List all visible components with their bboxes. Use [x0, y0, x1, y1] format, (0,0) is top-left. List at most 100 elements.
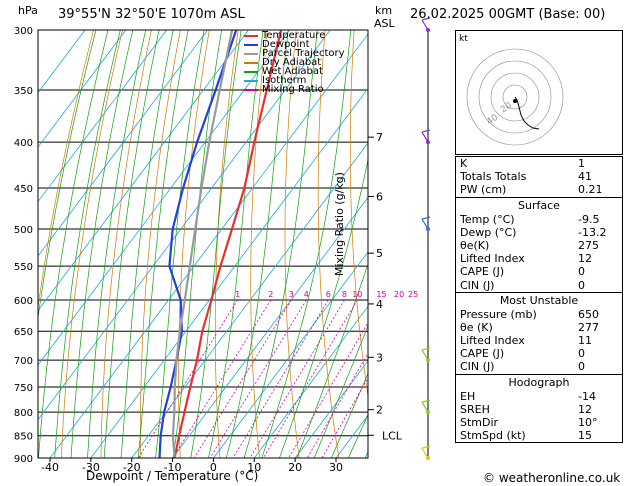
pressure-tick-label: 700 — [14, 356, 33, 367]
hodograph-row: SREH 12 — [456, 403, 622, 416]
surface-value: -13.2 — [578, 225, 607, 239]
pressure-tick-label: 850 — [14, 432, 33, 443]
wet-adiabat — [279, 157, 368, 458]
indices-table: K 1 Totals Totals 41 PW (cm) 0.21 Surface Tem… — [455, 156, 623, 444]
pressure-tick-label: 350 — [14, 86, 33, 97]
pressure-tick-label: 800 — [14, 408, 33, 419]
surface-row: Dewp (°C) -13.2 — [456, 226, 622, 239]
series-dewpoint — [158, 30, 238, 458]
wet-adiabat — [208, 30, 264, 458]
hodograph-label: StmSpd (kt) — [460, 429, 526, 443]
x-axis-label: Dewpoint / Temperature (°C) — [86, 469, 259, 483]
mixing-ratio-line — [306, 352, 368, 458]
wet-adiabat — [261, 30, 352, 458]
hodograph-ring — [502, 84, 528, 110]
legend-entry: Temperature — [244, 31, 345, 41]
index-row: PW (cm) 0.21 — [456, 183, 622, 196]
wet-adiabat — [155, 30, 205, 458]
pressure-tick-label: 500 — [14, 225, 33, 236]
isotherm-line — [131, 142, 368, 458]
copyright: © weatheronline.co.uk — [483, 471, 621, 485]
wet-adiabat — [137, 30, 189, 458]
mixing-ratio-line — [137, 299, 239, 458]
wind-barb — [421, 218, 429, 230]
wind-barb-flag — [421, 129, 431, 133]
dry-adiabat — [317, 30, 340, 458]
legend-entry: Mixing Ratio — [244, 85, 345, 95]
surface-row: θe(K) 275 — [456, 239, 622, 252]
legend-swatch — [244, 61, 258, 64]
most-unstable-label: CAPE (J) — [460, 347, 505, 361]
dry-adiabat — [214, 30, 239, 458]
dry-adiabat — [412, 30, 458, 458]
x-tick-label: 0 — [210, 461, 217, 474]
most-unstable-row: Lifted Index 11 — [456, 334, 622, 347]
dry-adiabat — [349, 30, 368, 399]
mixing-ratio-label: 3 — [289, 290, 294, 299]
index-value: 0.21 — [578, 183, 603, 197]
legend-entry: Isotherm — [244, 76, 345, 86]
pressure-tick-label: 450 — [14, 184, 33, 195]
most-unstable-value: 0 — [578, 360, 585, 374]
x-tick-label: 30 — [329, 461, 343, 474]
surface-section: Surface Temp (°C) -9.5 Dewp (°C) -13.2 θe(K)… — [456, 196, 622, 292]
surface-row: Lifted Index 12 — [456, 252, 622, 265]
km-tick-label: 4 — [376, 298, 383, 311]
surface-row: CAPE (J) 0 — [456, 265, 622, 278]
hodograph-value: 15 — [578, 429, 592, 443]
legend-swatch — [244, 88, 258, 91]
x-tick-label: -20 — [123, 461, 141, 474]
hodograph-value: -14 — [578, 389, 596, 403]
chart-legend: Temperature Dewpoint Parcel Trajectory Dry … — [244, 31, 345, 95]
surface-label: CAPE (J) — [460, 265, 505, 279]
legend-swatch — [244, 34, 258, 37]
wet-adiabat — [87, 30, 147, 458]
dry-adiabat — [38, 30, 94, 310]
mixing-ratio-label: 6 — [326, 290, 331, 299]
hodograph-value: 12 — [578, 402, 592, 416]
isotherm-line — [38, 30, 208, 257]
dry-adiabat — [250, 30, 268, 458]
wet-adiabat — [296, 262, 368, 458]
hpa-label: hPa — [18, 4, 38, 17]
x-tick-label: -40 — [41, 461, 59, 474]
hodograph-storm-motion — [513, 99, 517, 103]
mixing-ratio-label: 2 — [268, 290, 273, 299]
km-tick-label: 6 — [376, 191, 383, 204]
surface-value: -9.5 — [578, 212, 600, 226]
pressure-tick-label: 600 — [14, 296, 33, 307]
x-tick-label: -30 — [82, 461, 100, 474]
x-tick-label: 10 — [247, 461, 261, 474]
hodograph-ring — [490, 72, 540, 122]
mixing-ratio-line — [172, 299, 272, 458]
wet-adiabat — [103, 30, 160, 458]
km-label: km — [375, 4, 393, 17]
dry-adiabat — [140, 30, 181, 458]
mixing-ratio-label: 8 — [342, 290, 347, 299]
mixing-ratio-label: 4 — [304, 290, 309, 299]
dry-adiabat — [61, 30, 123, 458]
hodograph-ring — [478, 60, 552, 134]
index-value: 1 — [578, 157, 585, 170]
legend-entry: Parcel Trajectory — [244, 49, 345, 59]
surface-label: CIN (J) — [460, 278, 495, 292]
hodograph-trace — [514, 96, 540, 130]
legend-swatch — [244, 52, 258, 55]
isotherm-line — [38, 30, 331, 421]
index-label: K — [460, 157, 468, 170]
isotherm-line — [253, 305, 368, 458]
wind-barb — [421, 401, 429, 413]
legend-swatch — [244, 70, 258, 73]
km-tick-label: 2 — [376, 404, 383, 417]
legend-swatch — [244, 79, 258, 82]
wet-adiabat — [313, 324, 368, 458]
legend-label: Wet Adiabat — [262, 66, 323, 77]
mixing-ratio-label: 10 — [352, 290, 362, 299]
surface-label: Dewp (°C) — [460, 225, 517, 239]
wind-barb-flag — [421, 347, 431, 351]
surface-label: Lifted Index — [460, 252, 525, 266]
hodograph-section: Hodograph EH -14 SREH 12 StmDir 10° StmSpd (kt… — [456, 373, 622, 443]
most-unstable-value: 650 — [578, 307, 599, 321]
most-unstable-section: Most Unstable Pressure (mb) 650 θe (K) 277 L… — [456, 291, 622, 374]
hodograph-label: EH — [460, 389, 476, 403]
